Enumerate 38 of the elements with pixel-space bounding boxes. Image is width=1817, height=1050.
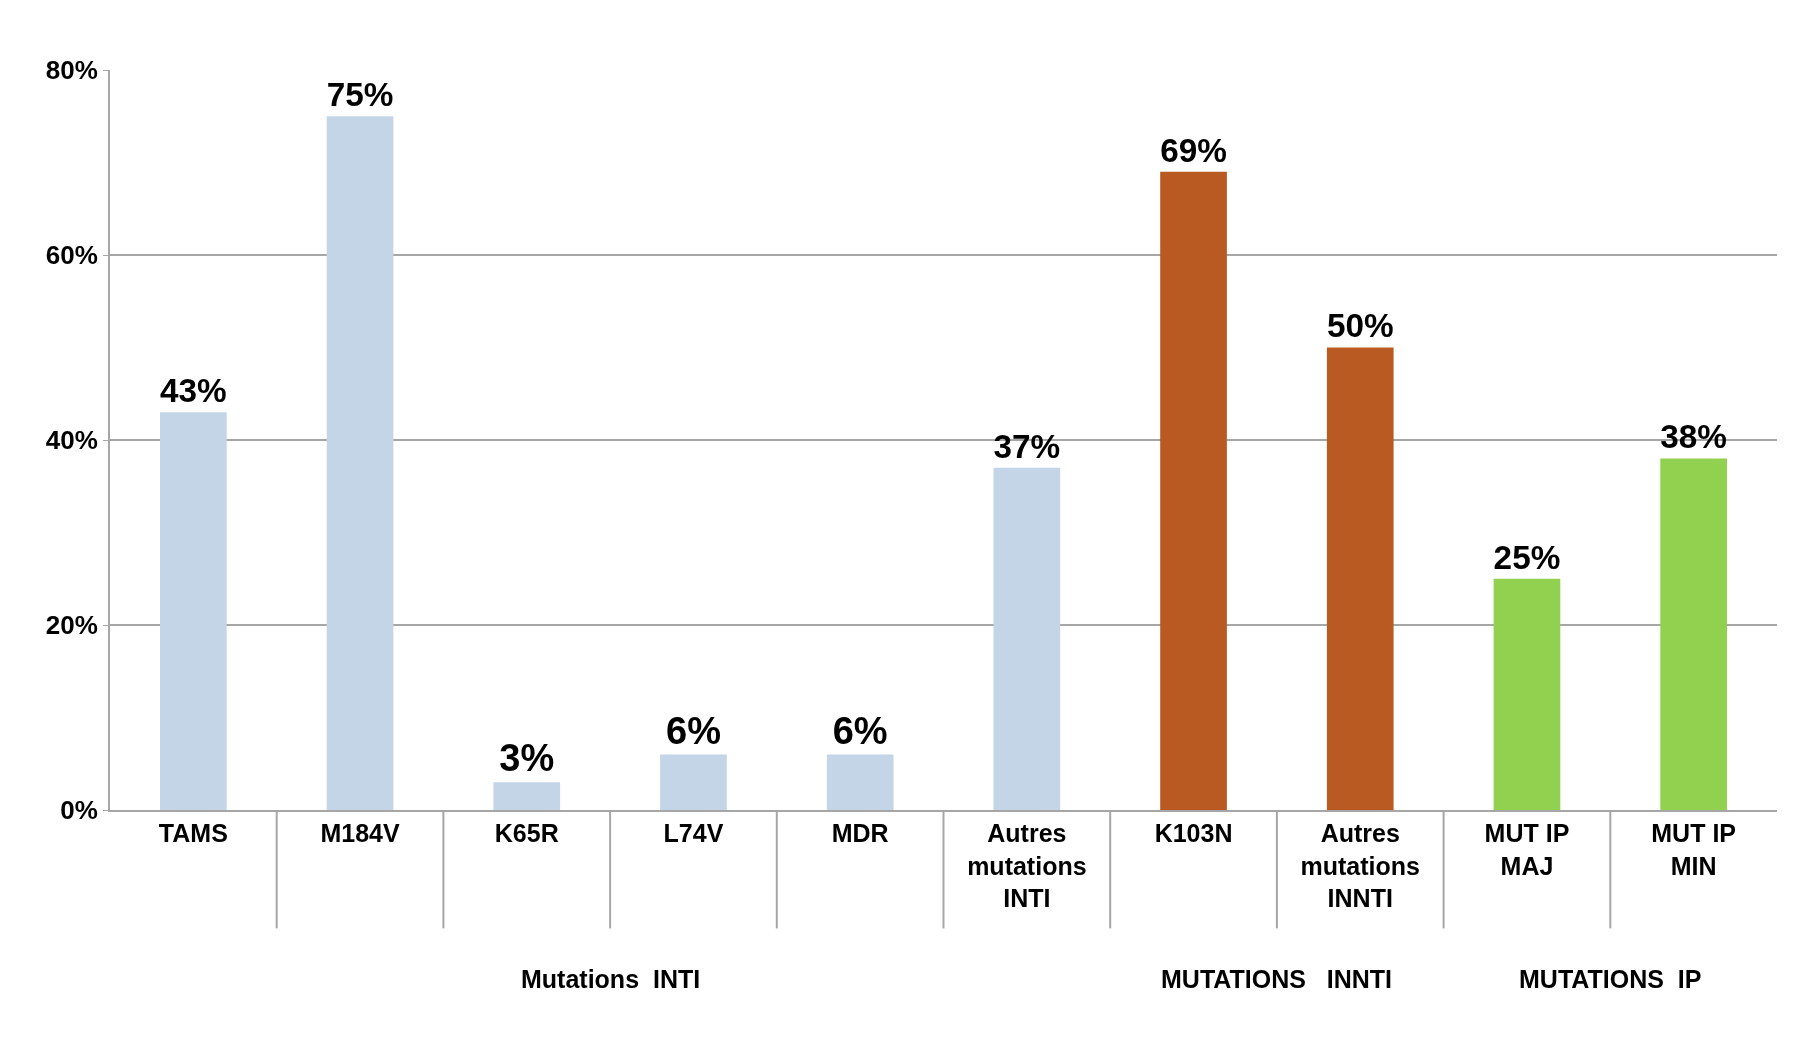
x-tick-label: TAMS: [158, 819, 228, 847]
x-tick-label: Autres mutations INTI: [967, 819, 1087, 912]
bar: [1493, 578, 1561, 810]
y-tick-label: 80%: [45, 55, 98, 86]
x-tick-label: K103N: [1154, 819, 1233, 847]
data-label: 6%: [832, 709, 888, 752]
x-tick-label: Autres mutations INNTI: [1300, 819, 1420, 912]
text: MUTATIONS IP: [1519, 965, 1702, 993]
data-label: 50%: [1326, 307, 1394, 345]
x-tick-label: L74V: [663, 819, 724, 847]
x-tick-label: MUT IP MAJ: [1484, 819, 1570, 880]
text: MUTATIONS INNTI: [1161, 965, 1392, 993]
data-label: 69%: [1160, 131, 1227, 169]
data-label: 25%: [1493, 538, 1561, 576]
text: Mutations INTI: [521, 965, 701, 993]
bar: [826, 754, 894, 810]
data-label: 38%: [1660, 418, 1727, 456]
y-tick-label: 20%: [45, 610, 98, 641]
x-tick-label: MUT IP MIN: [1651, 819, 1737, 880]
data-label: 6%: [665, 709, 721, 752]
y-tick-label: 40%: [45, 425, 98, 456]
y-tick-label: 60%: [45, 240, 98, 271]
bar: [160, 412, 227, 810]
y-tick-label: 0%: [60, 795, 98, 826]
bar: [1660, 458, 1727, 810]
data-label: 37%: [993, 427, 1061, 465]
bar: [1160, 171, 1227, 810]
data-label: 75%: [326, 76, 394, 114]
data-label: 43%: [160, 372, 227, 410]
bar: [326, 116, 394, 810]
bar: [493, 782, 561, 810]
data-label: 3%: [499, 737, 555, 780]
bar: [993, 467, 1061, 810]
x-tick-label: K65R: [494, 819, 559, 847]
bar: [1326, 347, 1394, 810]
bar: [660, 754, 727, 810]
x-tick-label: MDR: [831, 819, 889, 847]
x-tick-label: M184V: [320, 819, 400, 847]
